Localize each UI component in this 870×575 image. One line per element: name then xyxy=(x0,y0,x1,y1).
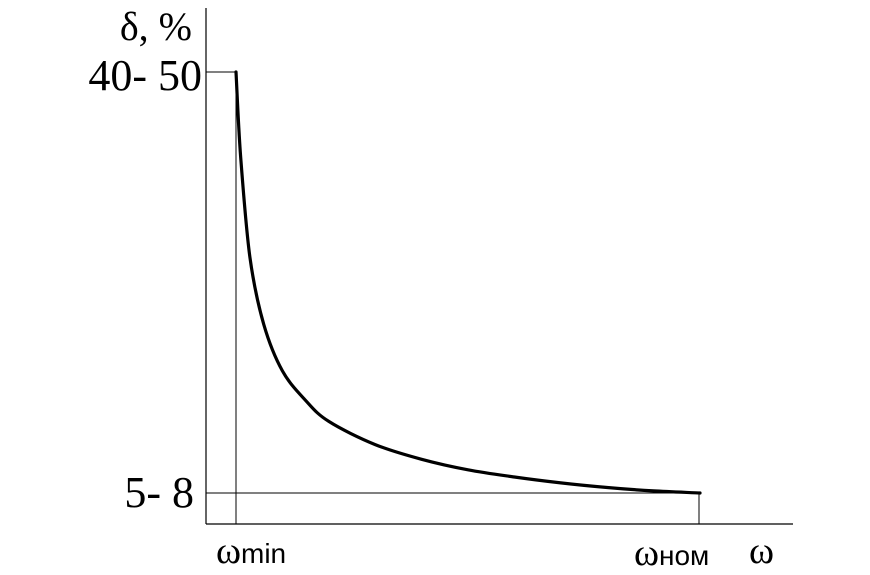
x-tick-label-nom: ωном xyxy=(634,532,709,574)
x-tick-label-min-subscript: min xyxy=(241,538,286,569)
y-axis-label: δ, % xyxy=(120,4,192,49)
x-tick-label-nom-symbol: ω xyxy=(634,532,659,574)
y-tick-label-bottom: 5- 8 xyxy=(124,468,194,517)
x-tick-label-nom-subscript: ном xyxy=(659,540,709,571)
series-curve xyxy=(234,70,702,495)
y-tick-label-top: 40- 50 xyxy=(88,51,202,100)
x-axis-label: ω xyxy=(749,530,774,572)
x-tick-label-min-symbol: ω xyxy=(216,530,241,572)
x-tick-label-min: ωmin xyxy=(216,530,286,572)
